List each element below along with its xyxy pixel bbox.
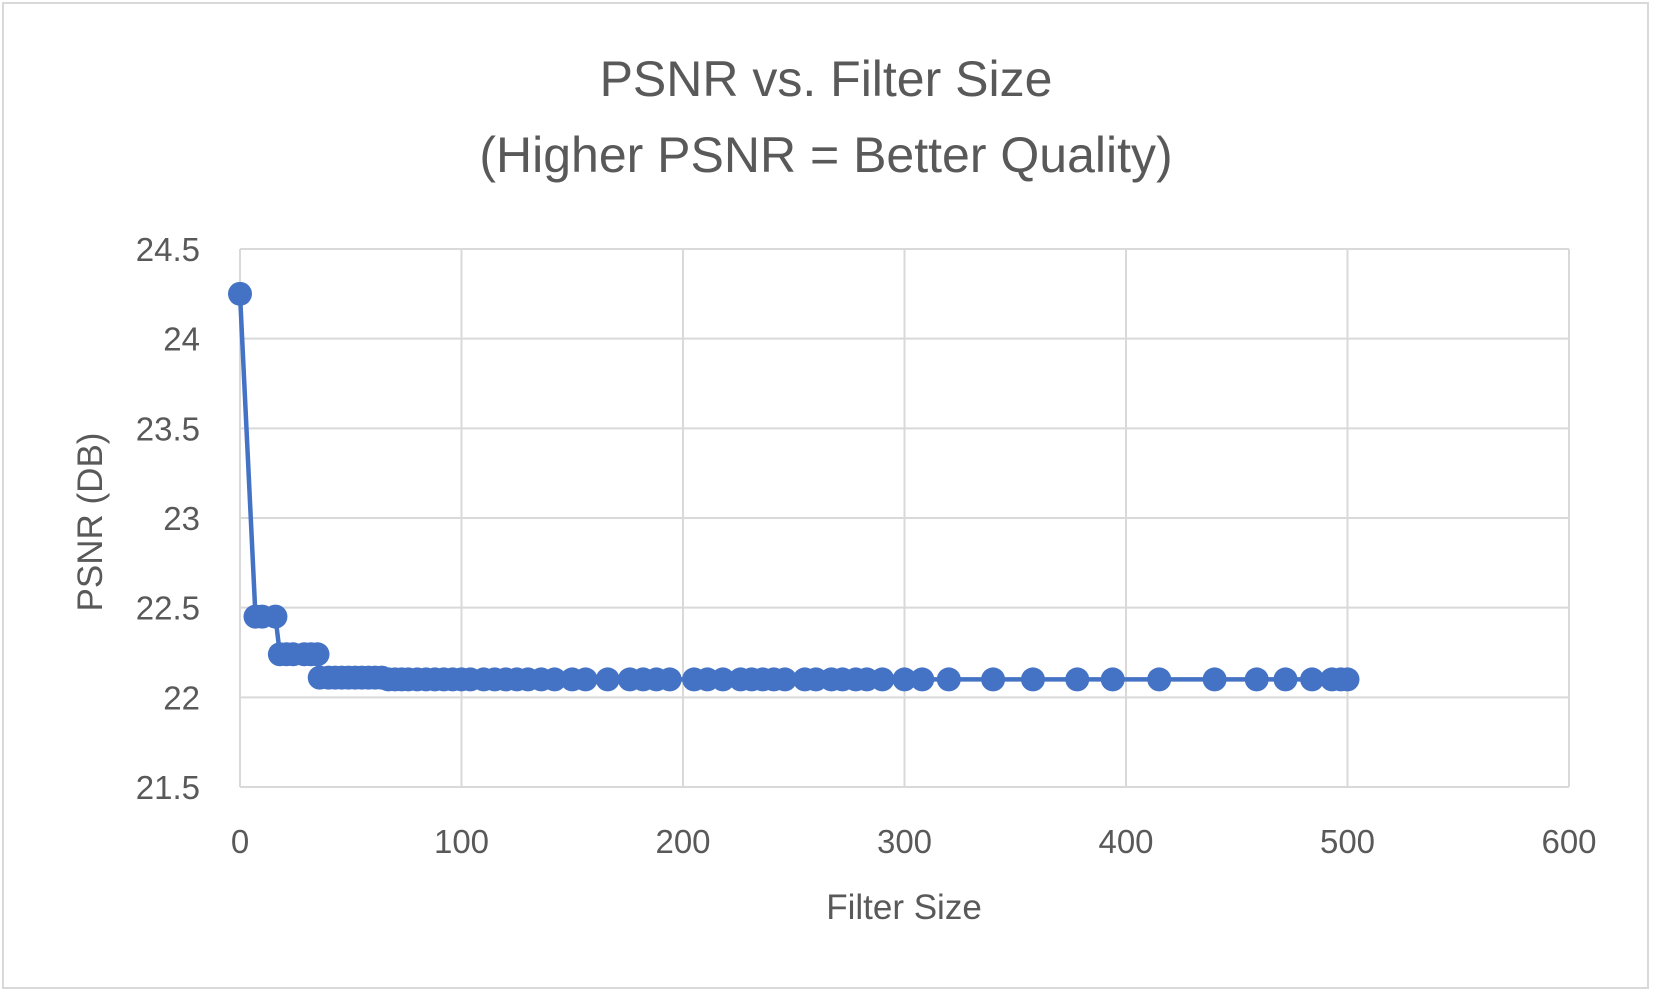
- x-tick-label: 300: [877, 823, 932, 860]
- data-point: [1100, 667, 1125, 692]
- data-point: [910, 667, 935, 692]
- y-tick-label: 23.5: [136, 410, 200, 447]
- y-tick-label: 24.5: [136, 231, 200, 268]
- data-point: [305, 642, 330, 667]
- data-point: [892, 667, 917, 692]
- data-point: [1020, 667, 1045, 692]
- x-tick-label: 100: [434, 823, 489, 860]
- chart-subtitle: (Higher PSNR = Better Quality): [479, 127, 1172, 183]
- data-point: [573, 667, 598, 692]
- data-point: [870, 667, 895, 692]
- data-point: [981, 667, 1006, 692]
- x-tick-label: 0: [231, 823, 249, 860]
- series-line: [237, 293, 1348, 682]
- data-point: [1335, 667, 1360, 692]
- data-point: [1147, 667, 1172, 692]
- data-point: [936, 667, 961, 692]
- y-tick-label: 22.5: [136, 590, 200, 627]
- x-tick-label: 500: [1320, 823, 1375, 860]
- data-point: [595, 667, 620, 692]
- y-tick-label: 22: [163, 679, 200, 716]
- data-series: [228, 281, 1360, 692]
- data-point: [1065, 667, 1090, 692]
- x-tick-label: 200: [655, 823, 710, 860]
- y-tick-label: 24: [163, 321, 200, 358]
- x-axis-tick-labels: 0 100 200 300 400 500 600: [231, 823, 1597, 860]
- data-point: [710, 667, 735, 692]
- y-axis-tick-labels: 21.5 22 22.5 23 23.5 24 24.5: [136, 231, 200, 806]
- x-axis-title: Filter Size: [826, 888, 982, 927]
- data-point: [1244, 667, 1269, 692]
- data-point: [1273, 667, 1298, 692]
- gridlines: [239, 248, 1570, 788]
- chart-title: PSNR vs. Filter Size: [600, 51, 1053, 107]
- data-point: [772, 667, 797, 692]
- data-point: [263, 604, 288, 629]
- data-point: [657, 667, 682, 692]
- x-tick-label: 400: [1098, 823, 1153, 860]
- data-point: [1300, 667, 1325, 692]
- data-point: [542, 667, 567, 692]
- x-tick-label: 600: [1541, 823, 1596, 860]
- y-tick-label: 21.5: [136, 769, 200, 806]
- data-point: [1202, 667, 1227, 692]
- data-point: [228, 281, 252, 306]
- y-tick-label: 23: [163, 500, 200, 537]
- y-axis-title: PSNR (DB): [71, 433, 110, 612]
